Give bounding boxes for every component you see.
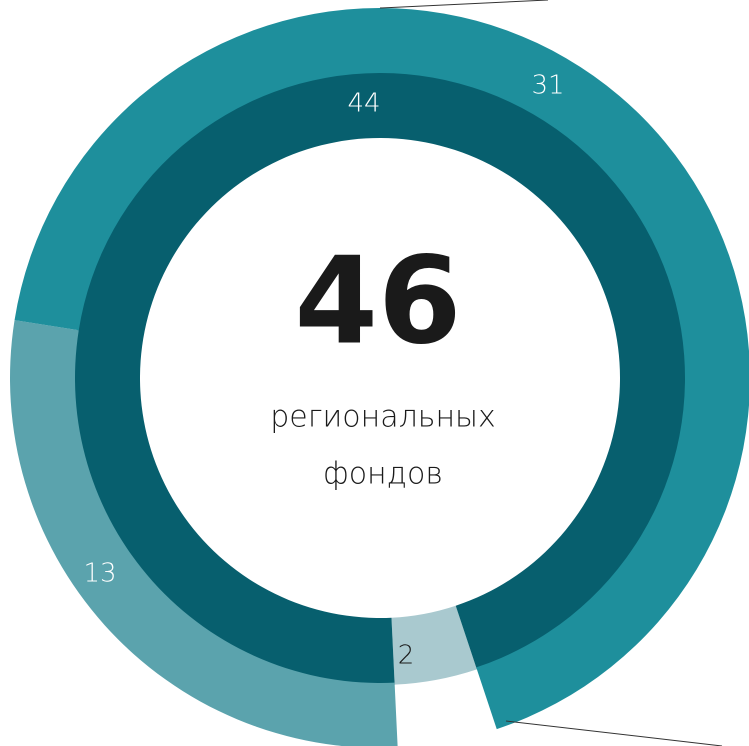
segment-label: 31 — [531, 71, 564, 101]
segment-label: 2 — [398, 641, 415, 671]
center-label: региональных — [270, 400, 496, 435]
inner-segment — [72, 70, 687, 685]
inner-segment — [391, 605, 477, 685]
leader-line — [379, 0, 549, 9]
center-value: 46 — [295, 233, 462, 372]
center-label: фондов — [323, 457, 443, 492]
leader-line — [505, 720, 723, 746]
segment-label: 13 — [83, 559, 116, 589]
outer-segment — [10, 320, 398, 746]
segment-label: 44 — [347, 89, 380, 119]
